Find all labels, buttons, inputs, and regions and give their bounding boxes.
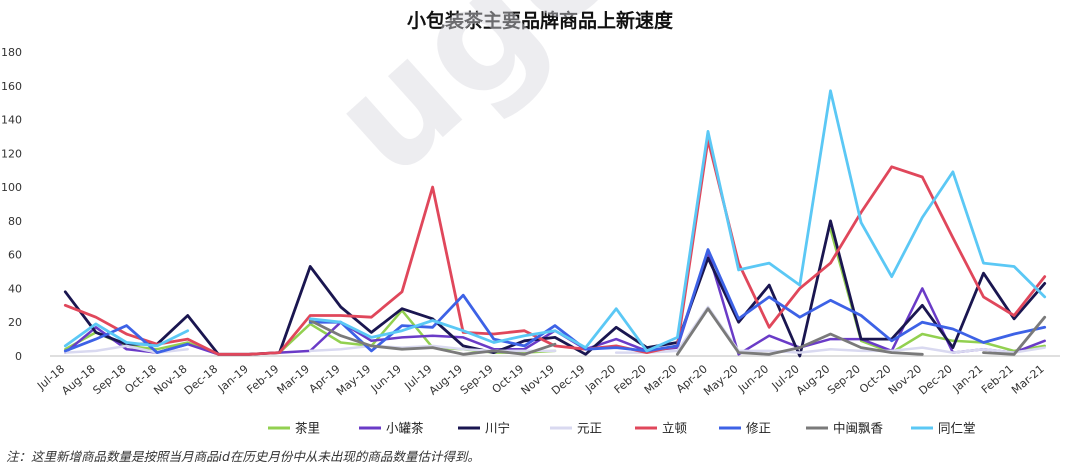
series-line [64, 305, 1046, 354]
y-tick-label: 140 [1, 114, 22, 127]
x-tick-label: Jun-19 [368, 362, 404, 395]
legend-label: 修正 [746, 421, 771, 436]
legend-label: 茶里 [295, 421, 320, 436]
x-tick-label: Sep-20 [825, 362, 863, 397]
series-line [63, 138, 1047, 356]
legend-label: 小罐茶 [386, 421, 424, 436]
x-tick-label: Mar-19 [275, 362, 312, 396]
x-tick-label: Feb-19 [244, 362, 281, 396]
legend-label: 同仁堂 [938, 421, 976, 436]
x-tick-label: May-19 [334, 362, 373, 398]
legend-label: 川宁 [485, 421, 510, 436]
legend-label: 立顿 [662, 421, 688, 436]
y-tick-label: 20 [8, 316, 22, 329]
x-tick-label: Jan-21 [950, 362, 986, 395]
chart-title: 小包装茶主要品牌商品上新速度 [406, 10, 673, 32]
y-tick-label: 180 [1, 46, 22, 59]
series-line [63, 89, 1047, 353]
x-tick-label: Nov-18 [151, 362, 189, 397]
x-tick-label: Dec-18 [182, 362, 220, 397]
x-tick-label: Dec-19 [549, 362, 587, 397]
x-tick-label: Jun-20 [735, 362, 771, 395]
x-tick-label: Jan-20 [582, 362, 618, 395]
footnote: 注：这里新增商品数量是按照当月商品id在历史月份中从未出现的商品数量估计得到。 [6, 449, 480, 464]
x-tick-label: Jan-19 [215, 362, 251, 395]
x-tick-label: Aug-18 [59, 362, 98, 397]
y-tick-label: 40 [8, 282, 22, 295]
x-tick-label: Sep-18 [90, 362, 128, 397]
series-line [308, 307, 1047, 356]
x-tick-label: Nov-20 [886, 362, 924, 397]
y-tick-label: 80 [8, 215, 22, 228]
x-tick-label: May-20 [701, 362, 740, 398]
x-tick-label: Mar-20 [642, 362, 679, 396]
y-tick-label: 60 [8, 249, 22, 262]
x-tick-label: Feb-20 [612, 362, 649, 396]
series-line [63, 248, 1047, 354]
y-tick-label: 160 [1, 80, 22, 93]
x-tick-label: Feb-21 [979, 362, 1016, 396]
x-tick-label: Sep-19 [458, 362, 496, 397]
y-tick-label: 120 [1, 147, 22, 160]
y-tick-label: 0 [15, 350, 22, 363]
x-tick-label: Aug-19 [427, 362, 466, 397]
x-tick-label: Mar-21 [1009, 362, 1046, 396]
legend-label: 中闽飘香 [833, 421, 884, 436]
x-tick-label: Aug-20 [794, 362, 833, 397]
x-tick-label: Nov-19 [519, 362, 557, 397]
y-tick-label: 100 [1, 181, 22, 194]
legend-label: 元正 [577, 421, 602, 436]
x-tick-label: Dec-20 [916, 362, 954, 397]
